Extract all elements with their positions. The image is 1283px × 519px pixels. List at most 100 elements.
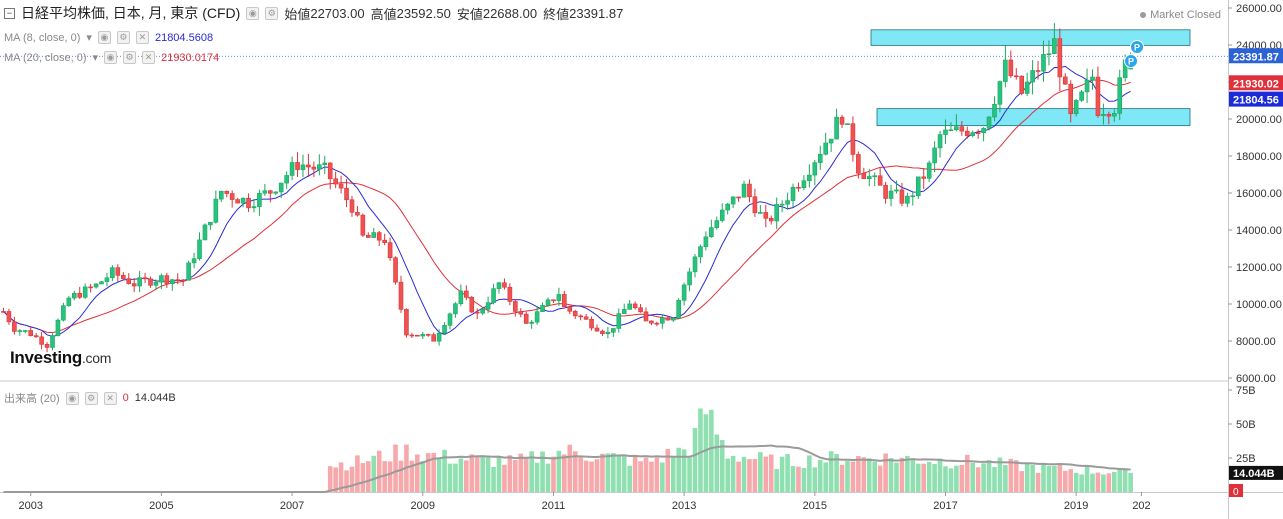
candle — [273, 191, 279, 196]
logo-suffix: .com — [81, 350, 112, 366]
volume-bar — [665, 449, 671, 492]
candle-body — [556, 294, 562, 301]
candle-body — [1068, 83, 1074, 115]
volume-bar — [458, 458, 464, 492]
candle — [219, 190, 224, 202]
volume-bar — [796, 466, 801, 492]
volume-bar — [431, 452, 436, 492]
volume-bar — [856, 455, 861, 492]
candle — [992, 96, 997, 122]
volume-bar — [616, 454, 622, 492]
zones — [0, 29, 1228, 127]
volume-bar — [507, 455, 513, 492]
candle — [534, 305, 540, 325]
gear-icon[interactable]: ⚙ — [265, 6, 279, 20]
ma20-dropdown-icon[interactable]: ▾ — [92, 52, 99, 64]
volume-bar — [905, 455, 910, 492]
candle — [779, 200, 785, 213]
candle-body — [425, 334, 431, 336]
candle-body — [823, 142, 828, 155]
candle — [349, 195, 355, 217]
candle — [1084, 68, 1090, 104]
candle-body — [115, 267, 121, 276]
volume-bar — [948, 468, 954, 492]
symbol-title[interactable]: 日経平均株価, 日本, 月, 東京 (CFD) — [21, 5, 241, 21]
candle — [77, 286, 83, 299]
ma8-close-icon[interactable]: ✕ — [135, 31, 149, 44]
candle-body — [110, 267, 115, 279]
eye-icon[interactable]: ◉ — [246, 6, 260, 20]
volume-bar — [959, 465, 965, 492]
volume-tick-label: 75B — [1236, 385, 1256, 397]
candle-body — [1117, 77, 1123, 114]
volume-bar — [883, 453, 888, 492]
volume-bar — [415, 454, 420, 492]
candle — [915, 176, 921, 200]
ma8-eye-icon[interactable]: ◉ — [97, 31, 111, 44]
candle-body — [866, 176, 872, 180]
ma20-gear-icon[interactable]: ⚙ — [123, 51, 137, 64]
volume-bar — [752, 458, 758, 492]
volume-bar — [872, 461, 877, 492]
ma8-gear-icon[interactable]: ⚙ — [116, 31, 130, 44]
candle — [120, 272, 126, 281]
candle-body — [992, 103, 997, 118]
candle — [768, 215, 774, 225]
volume-bar — [1024, 463, 1030, 492]
volume-bar — [469, 454, 475, 492]
candle — [1024, 72, 1030, 97]
candle — [317, 154, 322, 176]
volume-bar — [611, 453, 616, 492]
candle — [611, 328, 616, 337]
investing-logo: Investing.com — [10, 348, 111, 368]
candle-body — [1111, 113, 1117, 117]
volume-eye-icon[interactable]: ◉ — [65, 391, 79, 405]
candle-body — [306, 164, 311, 168]
candle-body — [496, 282, 502, 289]
candle — [496, 281, 502, 294]
candle — [55, 318, 61, 337]
volume-close-icon[interactable]: ✕ — [103, 391, 117, 405]
volume-bar — [333, 467, 338, 492]
volume-bar — [496, 457, 502, 492]
volume-gear-icon[interactable]: ⚙ — [84, 391, 98, 405]
candle — [480, 307, 485, 316]
candle — [376, 230, 382, 246]
candle-body — [82, 286, 88, 298]
volume-bar — [801, 468, 807, 492]
price-tick-label: 26000.00 — [1236, 3, 1282, 15]
candle — [725, 203, 730, 215]
candle — [164, 272, 170, 288]
volume-bar — [1052, 465, 1057, 492]
volume-bar — [845, 461, 850, 492]
ma20-close-icon[interactable]: ✕ — [142, 51, 156, 64]
volume-bar — [1068, 469, 1074, 492]
ma20-eye-icon[interactable]: ◉ — [104, 51, 118, 64]
candle — [627, 299, 632, 310]
ma20-label[interactable]: MA (20, close, 0) — [4, 51, 87, 64]
open-label: 始値 — [284, 6, 311, 22]
candle — [1046, 40, 1052, 66]
candle-body — [295, 162, 300, 170]
candle — [583, 313, 589, 320]
candle — [99, 281, 104, 285]
candle — [208, 221, 213, 230]
time-tick-label: 2017 — [933, 500, 957, 512]
candle — [1030, 60, 1035, 95]
volume-bar — [327, 466, 333, 492]
candle-body — [545, 299, 551, 306]
volume-bar — [409, 460, 415, 492]
candle — [235, 197, 240, 204]
volume-bar — [518, 453, 524, 492]
volume-bar — [943, 466, 948, 492]
volume-label[interactable]: 出来高 (20) — [4, 393, 60, 405]
candle-body — [736, 196, 741, 199]
candle — [562, 290, 567, 307]
volume-bar — [556, 450, 562, 492]
ma8-dropdown-icon[interactable]: ▾ — [86, 32, 92, 44]
candle — [638, 303, 643, 313]
collapse-icon[interactable]: − — [4, 7, 15, 19]
candle-body — [670, 317, 676, 321]
ma8-label[interactable]: MA (8, close, 0) — [4, 31, 81, 44]
